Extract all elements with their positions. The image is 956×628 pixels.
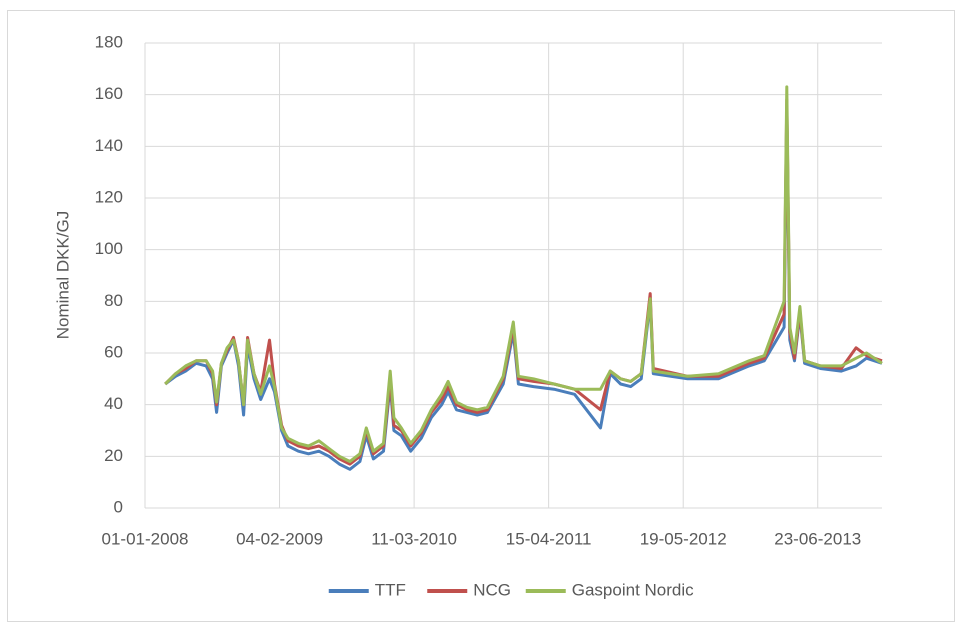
series-line xyxy=(164,106,883,471)
x-tick-label: 15-04-2011 xyxy=(506,529,592,548)
y-tick-label: 20 xyxy=(104,446,123,465)
y-axis-label: Nominal DKK/GJ xyxy=(53,211,72,339)
series-line xyxy=(164,85,883,463)
chart-border xyxy=(7,10,955,622)
y-tick-label: 40 xyxy=(104,394,123,413)
x-tick-label: 23-06-2013 xyxy=(774,529,861,548)
series-line xyxy=(164,98,883,466)
y-tick-label: 120 xyxy=(95,187,123,206)
y-tick-label: 180 xyxy=(95,32,123,51)
x-tick-label: 01-01-2008 xyxy=(102,529,189,548)
y-tick-label: 60 xyxy=(104,342,123,361)
legend-label: TTF xyxy=(375,580,406,599)
y-tick-label: 0 xyxy=(114,497,123,516)
x-tick-label: 04-02-2009 xyxy=(236,529,323,548)
y-tick-label: 140 xyxy=(95,136,123,155)
x-tick-label: 19-05-2012 xyxy=(640,529,727,548)
legend-label: Gaspoint Nordic xyxy=(572,580,694,599)
x-tick-label: 11-03-2010 xyxy=(371,529,457,548)
y-tick-label: 80 xyxy=(104,291,123,310)
y-tick-label: 160 xyxy=(95,84,123,103)
legend-label: NCG xyxy=(473,580,511,599)
y-tick-label: 100 xyxy=(95,239,123,258)
